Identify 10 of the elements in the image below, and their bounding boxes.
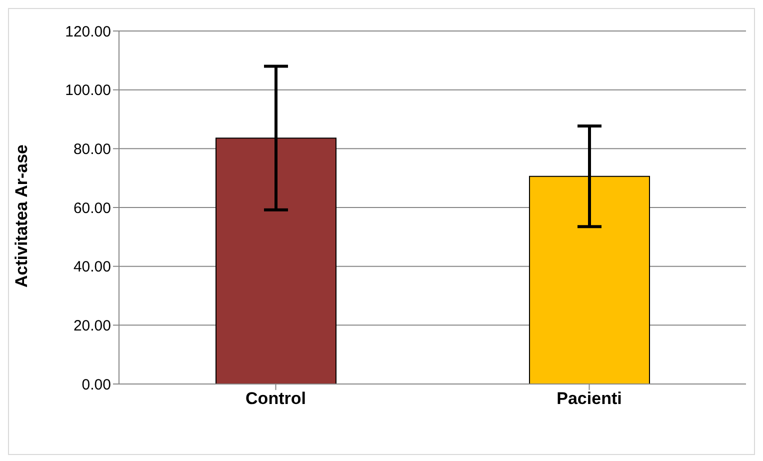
y-tick-label: 40.00: [73, 258, 111, 276]
y-tick-label: 20.00: [73, 317, 111, 334]
y-tick-label: 80.00: [73, 140, 111, 158]
y-tick-label: 120.00: [65, 23, 111, 40]
y-tick-label: 60.00: [73, 200, 111, 217]
y-tick-label: 0.00: [82, 376, 111, 394]
x-tick-label: Control: [246, 389, 306, 408]
x-tick-label: Pacienti: [556, 389, 622, 408]
y-axis-title: Activitatea Ar-ase: [12, 144, 32, 288]
y-tick-label: 100.00: [65, 82, 111, 100]
